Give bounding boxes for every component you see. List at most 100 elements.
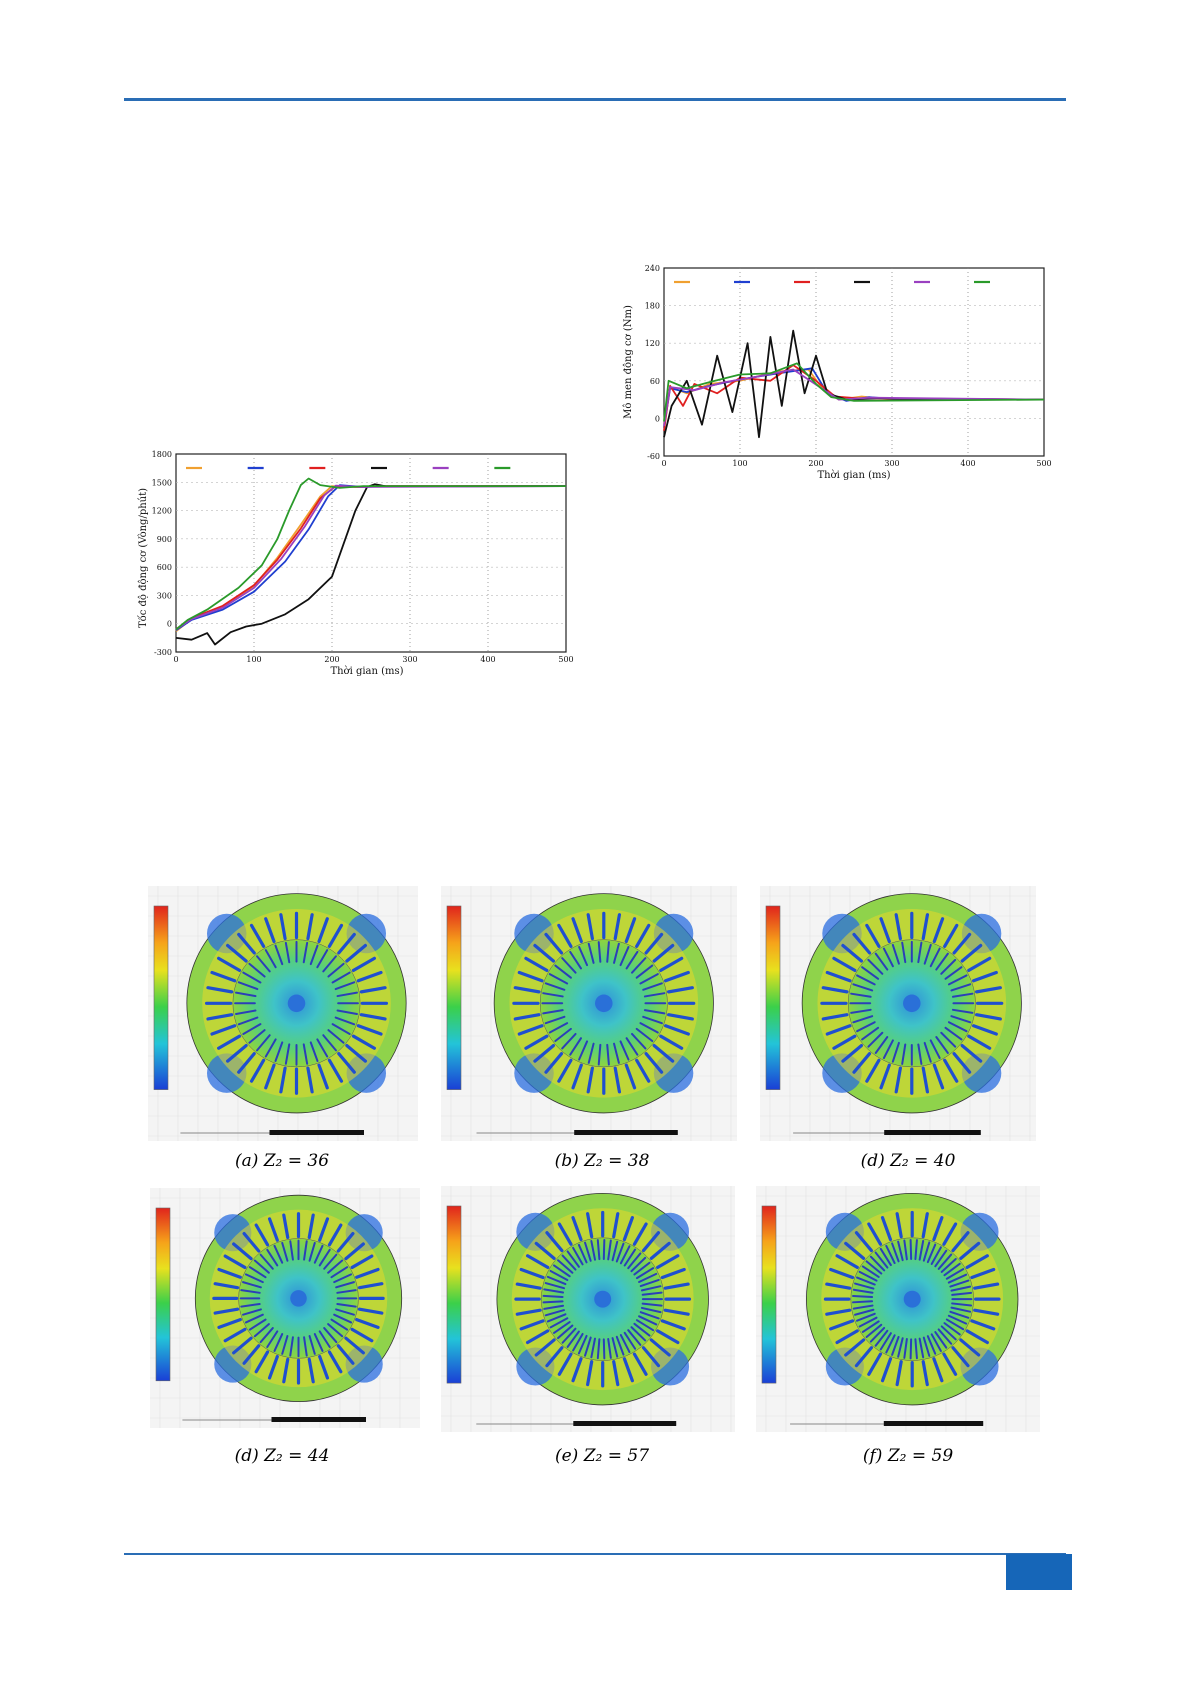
- rotor-bar: [852, 1300, 874, 1304]
- rotor-bar: [861, 1026, 880, 1041]
- stator-slot: [557, 1222, 573, 1246]
- rotor-bar: [242, 971, 262, 984]
- stator-slot: [974, 1013, 1002, 1021]
- rotor-bar: [865, 1260, 883, 1275]
- stator-slot: [355, 1317, 380, 1329]
- stator-slot: [226, 943, 248, 963]
- stator-slot: [894, 913, 902, 941]
- stator-slot: [279, 913, 287, 941]
- rotor-bar: [882, 1039, 894, 1060]
- stator-slot: [223, 1327, 247, 1343]
- rotor-bar: [549, 1269, 569, 1282]
- rotor-bar: [947, 1021, 968, 1033]
- stator-slot: [879, 917, 891, 944]
- stator-slot: [649, 1338, 671, 1357]
- flux-caption: (d) Z₂ = 40: [860, 1151, 956, 1171]
- shaft: [594, 1290, 612, 1308]
- torque-chart-y-tick-label: 0: [655, 414, 660, 423]
- stator-slot: [356, 1024, 383, 1036]
- stator-slot: [880, 1216, 893, 1242]
- stator-slot: [644, 1052, 664, 1074]
- stator-slot: [544, 1052, 564, 1074]
- rotor-bar: [542, 1300, 564, 1304]
- torque-chart-y-tick-label: 180: [645, 302, 660, 311]
- stator-slot: [832, 1034, 857, 1050]
- stator-slot: [534, 1241, 556, 1260]
- rotor-bar: [865, 1323, 883, 1338]
- stator-slot: [867, 1352, 883, 1376]
- stator-slot: [336, 1344, 355, 1365]
- rotor-bar: [639, 1311, 660, 1320]
- stator-slot: [524, 1034, 549, 1050]
- stator-slot: [829, 1267, 855, 1280]
- torque-chart-x-tick-label: 500: [1036, 459, 1051, 468]
- rotor-bar: [335, 1308, 355, 1316]
- rotor-bar: [643, 992, 666, 998]
- rotor-bar: [638, 1272, 658, 1284]
- rotor-bar: [633, 1261, 651, 1276]
- stator-slot: [970, 1267, 996, 1280]
- stator-slot: [254, 1350, 270, 1374]
- rotor-bar: [639, 1278, 660, 1288]
- speed-chart-y-tick-label: 900: [157, 535, 172, 544]
- rotor-bar: [549, 1317, 569, 1329]
- stator-slot: [825, 1024, 852, 1036]
- torque-chart-x-tick-label: 0: [661, 459, 666, 468]
- rotor-bar: [641, 1302, 663, 1307]
- stator-slot: [943, 923, 959, 948]
- stator-slot: [663, 1282, 690, 1290]
- rotor-bar: [240, 1302, 261, 1308]
- rotor-bar: [856, 1021, 876, 1033]
- stator-slot: [357, 1282, 384, 1290]
- rotor-bar: [309, 1041, 319, 1063]
- stator-slot: [649, 1241, 671, 1260]
- stator-slot: [932, 1063, 945, 1090]
- rotor-bar: [613, 1042, 620, 1064]
- stator-slot: [249, 1058, 266, 1083]
- stator-slot: [959, 1338, 981, 1357]
- torque-chart-x-tick-label: 300: [884, 459, 899, 468]
- rotor-bar: [557, 1324, 574, 1340]
- stator-slot: [557, 1058, 573, 1083]
- speed-chart-x-tick-label: 300: [402, 655, 417, 664]
- rotor-bar: [572, 1246, 584, 1266]
- rotor-bar: [639, 1022, 659, 1034]
- rotor-bar: [643, 1009, 666, 1015]
- rotor-bar: [237, 1016, 259, 1026]
- stator-slot: [844, 1338, 866, 1357]
- torque-chart-ylabel: Mô men động cơ (Nm): [623, 305, 634, 419]
- rotor-bar: [264, 949, 277, 969]
- rotor-bar: [943, 1322, 961, 1336]
- rotor-bar: [578, 1040, 589, 1061]
- rotor-bar: [631, 957, 647, 974]
- stator-slot: [356, 970, 383, 983]
- stator-slot: [659, 1034, 684, 1050]
- rotor-bar: [303, 1336, 308, 1357]
- rotor-bar: [949, 1279, 970, 1288]
- rotor-bar: [613, 942, 620, 964]
- rotor-bar: [854, 1308, 875, 1316]
- rotor-bar: [322, 1034, 337, 1052]
- stator-slot: [632, 1352, 648, 1376]
- stator-slot: [972, 970, 998, 983]
- rotor-bar: [951, 1291, 973, 1296]
- stator-slot: [254, 1223, 270, 1247]
- rotor-bar: [546, 1313, 567, 1323]
- rotor-bar: [566, 1250, 580, 1268]
- rotor-bar: [891, 943, 900, 965]
- stator-slot: [972, 1024, 998, 1036]
- rotor-bar: [874, 1329, 889, 1347]
- stator-slot: [336, 1231, 355, 1253]
- stator-slot: [921, 1212, 929, 1239]
- rotor-bar: [951, 1008, 974, 1014]
- rotor-bar: [240, 1289, 261, 1294]
- stator-slot: [622, 1357, 634, 1383]
- stator-slot: [894, 1066, 902, 1094]
- rotor-bar: [950, 983, 972, 992]
- rotor-bar: [951, 1302, 973, 1307]
- flux-caption: (f) Z₂ = 59: [862, 1446, 954, 1466]
- speed-chart-plot-frame: [175, 453, 567, 653]
- rotor-bar: [879, 1332, 892, 1351]
- stator-slot: [571, 1357, 583, 1383]
- rotor-bar: [273, 1333, 284, 1352]
